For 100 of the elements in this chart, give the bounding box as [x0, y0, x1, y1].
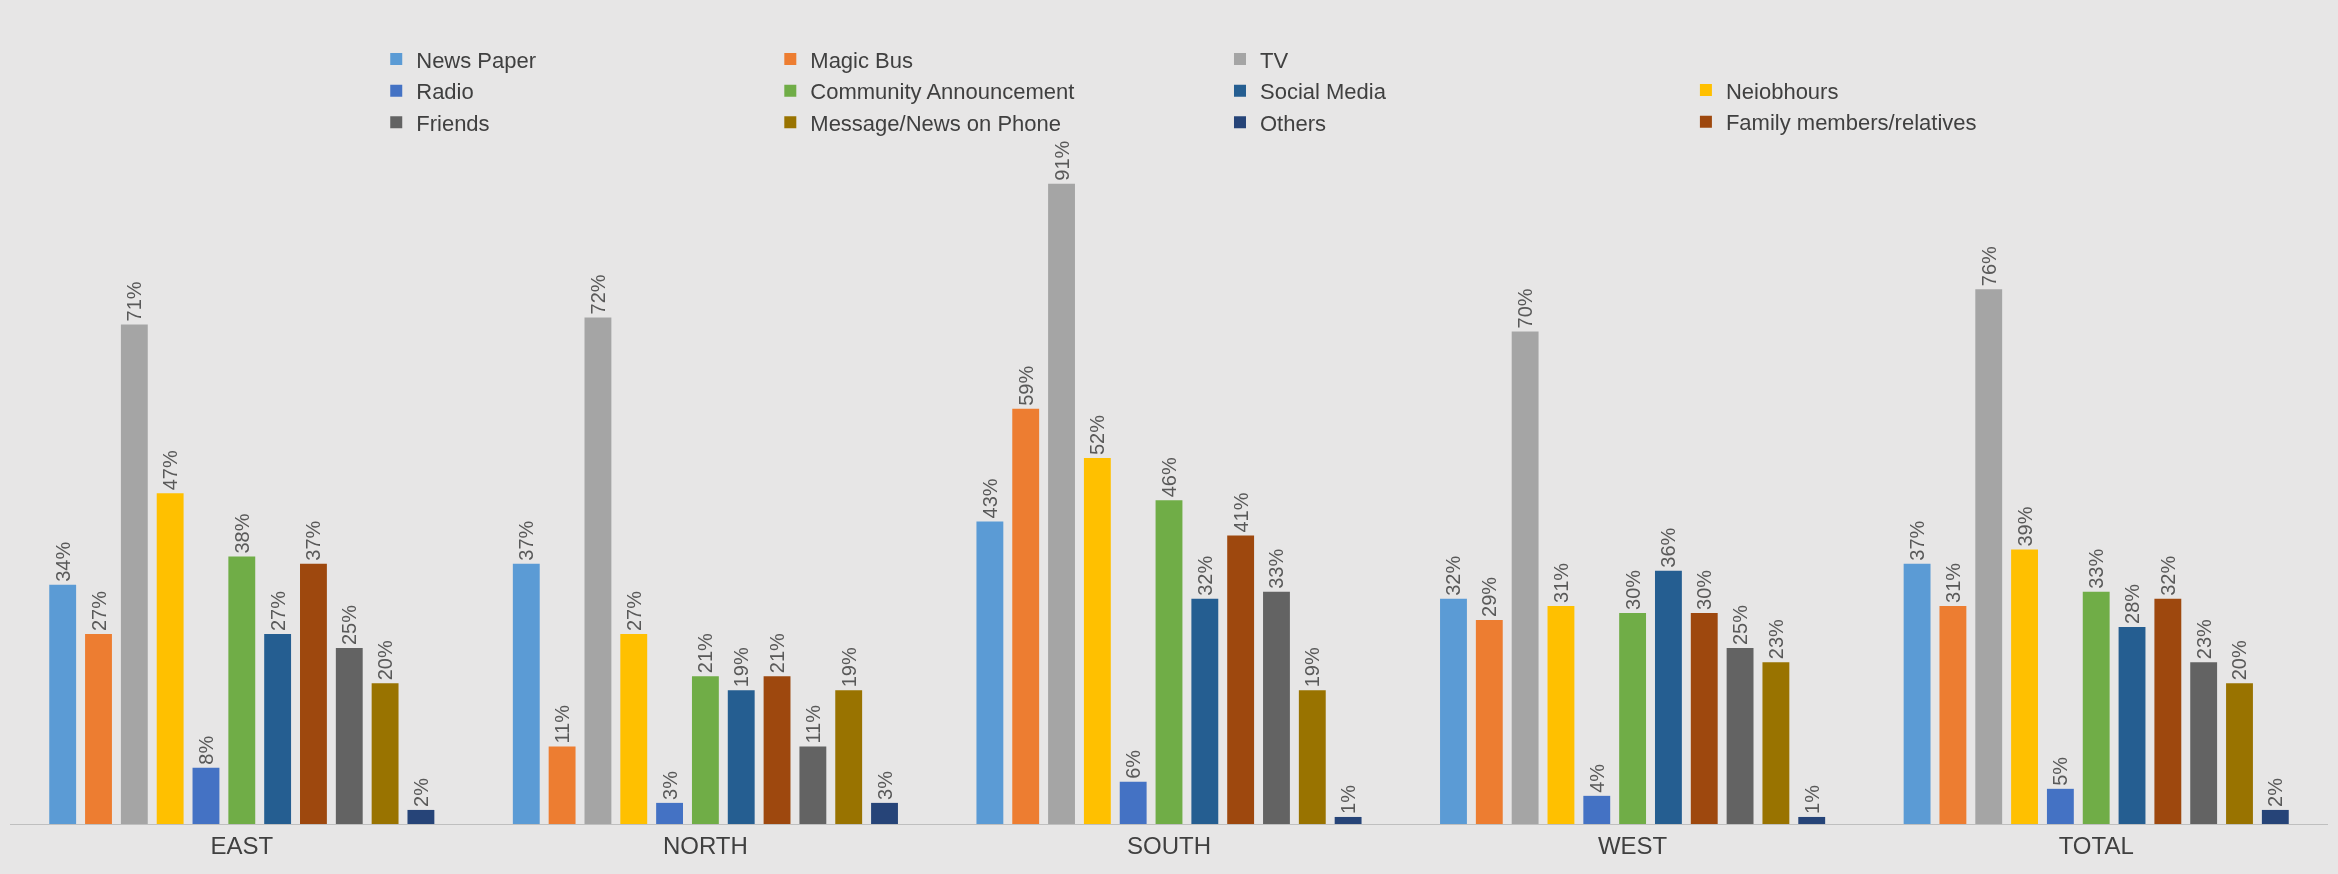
data-label: 6%: [1122, 749, 1145, 779]
data-label: 30%: [1693, 569, 1716, 610]
bar: [300, 563, 327, 824]
data-label: 32%: [1442, 555, 1465, 596]
bar: [192, 767, 220, 824]
legend-label: Radio: [416, 79, 474, 105]
bar: [335, 648, 363, 824]
data-label: 70%: [1514, 288, 1537, 329]
data-label: 71%: [123, 281, 146, 322]
bar: [2154, 598, 2182, 824]
data-label: 5%: [2049, 756, 2072, 786]
bar: [620, 634, 648, 824]
data-label: 2%: [409, 777, 432, 807]
bar: [1511, 331, 1539, 824]
data-label: 38%: [230, 513, 253, 554]
bar: [1690, 612, 1718, 824]
data-label: 20%: [374, 640, 397, 681]
bar: [264, 634, 292, 824]
bar: [763, 676, 791, 824]
data-label: 43%: [978, 478, 1001, 519]
data-label: 52%: [1086, 414, 1109, 456]
bar: [656, 802, 684, 824]
data-label: 31%: [1549, 562, 1572, 603]
data-label: 1%: [1800, 784, 1823, 814]
bar: [2261, 809, 2289, 824]
bar: [156, 493, 184, 824]
data-label: 21%: [766, 632, 789, 674]
bar: [2011, 549, 2038, 824]
bar: [691, 676, 719, 824]
data-label: 25%: [338, 604, 361, 646]
data-label: 11%: [801, 704, 824, 744]
bar: [1975, 289, 2003, 824]
data-label: 27%: [266, 590, 289, 632]
data-label: 1%: [1337, 784, 1360, 814]
bar: [799, 746, 827, 824]
bar: [1798, 816, 1826, 824]
bar: [1762, 662, 1790, 824]
bar: [1726, 648, 1754, 824]
bar: [1619, 612, 1647, 824]
data-label: 3%: [658, 770, 681, 800]
data-label: 47%: [159, 450, 182, 491]
bar: [371, 683, 399, 824]
legend-label: Community Announcement: [810, 79, 1075, 105]
bar: [1083, 458, 1111, 824]
legend-label: Others: [1260, 110, 1327, 136]
legend-label: Neiobhours: [1725, 78, 1839, 104]
x-tick-label: WEST: [1597, 831, 1668, 859]
bar: [976, 521, 1004, 824]
bar: [512, 563, 540, 824]
data-label: 11%: [551, 704, 574, 744]
bar: [2190, 662, 2218, 824]
bar: [2082, 591, 2110, 824]
x-tick-label: EAST: [210, 831, 274, 859]
data-label: 23%: [2192, 618, 2215, 660]
bar: [835, 690, 863, 824]
data-label: 76%: [1977, 245, 2000, 287]
x-tick-label: SOUTH: [1127, 831, 1211, 859]
bar: [584, 317, 612, 824]
data-label: 37%: [302, 520, 325, 561]
legend-label: News Paper: [416, 47, 537, 73]
bar: [49, 584, 77, 824]
bar: [2226, 683, 2253, 824]
bar: [548, 746, 576, 824]
bar: [228, 556, 256, 824]
data-label: 32%: [1193, 555, 1216, 596]
bar: [1048, 183, 1075, 824]
data-label: 23%: [1764, 618, 1787, 660]
data-label: 37%: [515, 520, 538, 561]
data-label: 72%: [586, 274, 609, 315]
data-label: 19%: [730, 647, 753, 688]
data-label: 34%: [51, 541, 74, 582]
data-label: 21%: [694, 632, 717, 674]
bar: [1475, 619, 1503, 824]
bar: [1547, 605, 1575, 824]
data-label: 3%: [873, 770, 896, 800]
data-label: 28%: [2121, 583, 2144, 624]
data-label: 33%: [1265, 548, 1288, 589]
data-label: 4%: [1585, 763, 1608, 793]
bar: [1191, 598, 1219, 824]
bar: [1119, 781, 1147, 824]
data-label: 39%: [2013, 506, 2036, 547]
legend-label: Family members/relatives: [1725, 110, 1977, 136]
data-label: 29%: [1478, 576, 1501, 617]
data-label: 59%: [1014, 365, 1037, 406]
bar: [1298, 690, 1326, 824]
data-label: 31%: [1941, 562, 1964, 603]
legend-label: Magic Bus: [810, 47, 914, 73]
data-label: 46%: [1158, 457, 1180, 498]
bar: [1334, 816, 1362, 824]
bar: [727, 690, 755, 824]
bar: [1155, 500, 1183, 824]
legend-label: Friends: [416, 110, 490, 136]
bar: [407, 809, 435, 824]
data-label: 32%: [2156, 555, 2179, 596]
data-label: 37%: [1906, 520, 1929, 561]
bar: [1440, 598, 1467, 824]
bar: [2046, 788, 2074, 824]
bar: [1263, 591, 1290, 824]
legend-label: TV: [1260, 47, 1289, 73]
bar: [1939, 605, 1967, 824]
